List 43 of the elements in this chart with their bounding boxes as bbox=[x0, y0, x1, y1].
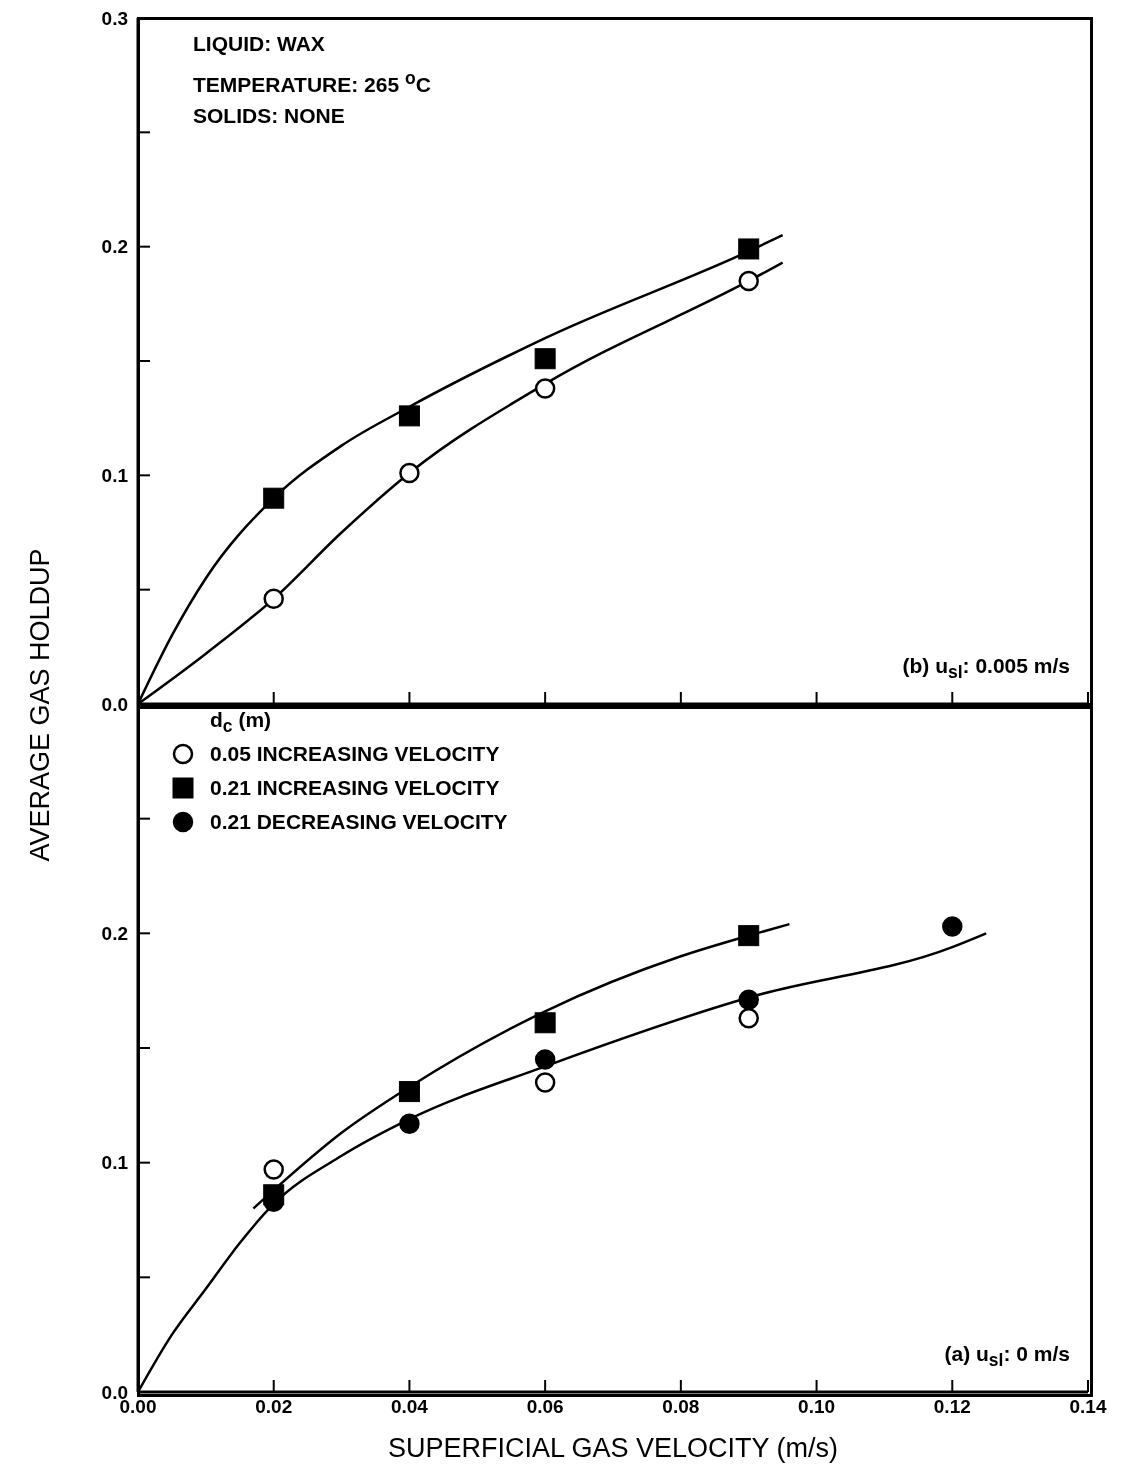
point bbox=[738, 989, 759, 1011]
point bbox=[534, 348, 556, 370]
x-tick-label: 0.06 bbox=[526, 1396, 564, 1418]
point bbox=[942, 916, 963, 937]
point bbox=[738, 270, 759, 292]
x-tick-label: 0.02 bbox=[255, 1396, 293, 1418]
y-tick-label: 0.1 bbox=[101, 1152, 129, 1174]
x-axis-title: SUPERFICIAL GAS VELOCITY (m/s) bbox=[387, 1433, 839, 1463]
point bbox=[263, 588, 284, 610]
point bbox=[738, 1007, 759, 1029]
legend-label: 0.21 INCREASING VELOCITY bbox=[210, 776, 500, 801]
y-tick-label: 0.2 bbox=[101, 923, 128, 945]
point bbox=[399, 462, 420, 484]
y-tick-label: 0.2 bbox=[101, 236, 128, 258]
x-tick-label: 0.14 bbox=[1069, 1396, 1107, 1418]
point bbox=[398, 405, 420, 427]
point bbox=[398, 1081, 420, 1103]
annotation: LIQUID: WAX bbox=[193, 32, 325, 56]
annotation: (b) u$_{sl}$: 0.005 m/s bbox=[902, 654, 1070, 684]
x-tick-label: 0.12 bbox=[933, 1396, 971, 1418]
point bbox=[534, 1072, 556, 1093]
point bbox=[263, 487, 285, 509]
annotation: (a) u$_{sl}$: 0 m/s bbox=[944, 1342, 1070, 1372]
point bbox=[534, 1012, 556, 1034]
legend-title: d$_{c}$ (m) bbox=[210, 708, 273, 738]
legend-label: 0.05 INCREASING VELOCITY bbox=[210, 742, 500, 767]
line-series bbox=[252, 922, 791, 1210]
point bbox=[534, 1049, 556, 1070]
x-tick-label: 0.08 bbox=[662, 1396, 700, 1418]
x-tick-label: 0.04 bbox=[390, 1396, 429, 1418]
y-axis-title: AVERAGE GAS HOLDUP bbox=[24, 548, 56, 862]
point bbox=[263, 1159, 284, 1180]
point bbox=[738, 925, 760, 947]
y-tick-label: 0.3 bbox=[101, 7, 128, 29]
point bbox=[534, 378, 556, 399]
annotation: TEMPERATURE: 265 $^{o}$C bbox=[193, 68, 431, 97]
annotation: SOLIDS: NONE bbox=[193, 104, 345, 128]
y-tick-label: 0.0 bbox=[101, 693, 128, 715]
legend-label: 0.21 DECREASING VELOCITY bbox=[210, 810, 508, 835]
x-tick-label: 0.10 bbox=[798, 1396, 836, 1418]
point bbox=[399, 1113, 420, 1134]
point bbox=[738, 238, 760, 260]
y-tick-label: 0.1 bbox=[101, 465, 129, 487]
